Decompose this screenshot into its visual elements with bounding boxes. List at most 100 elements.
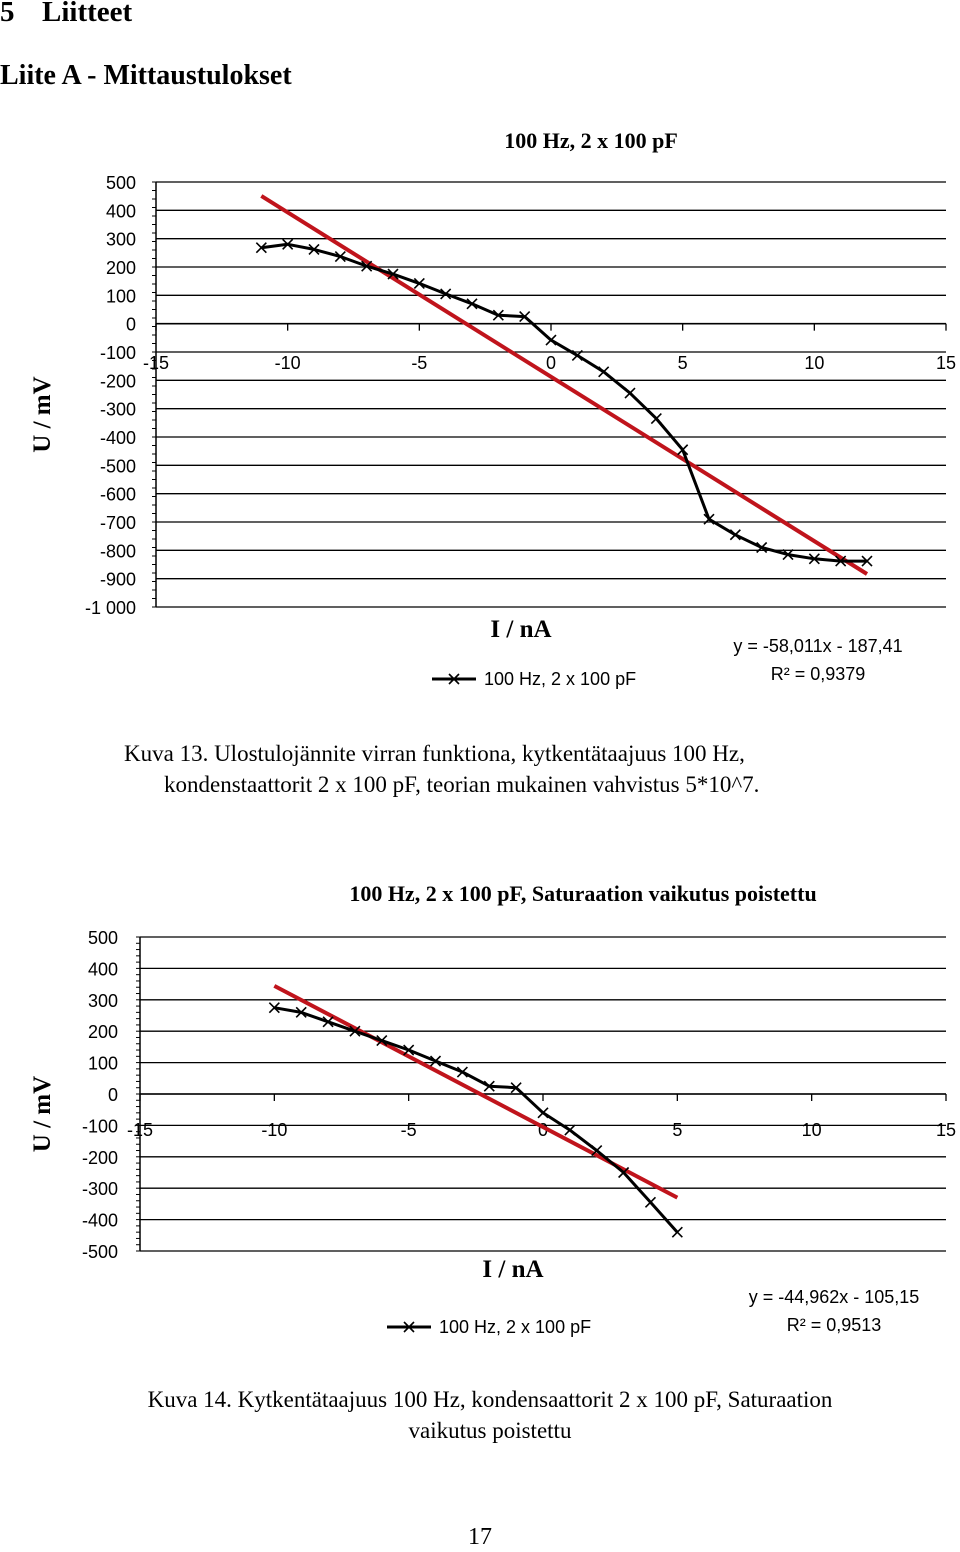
chart-2: 100 Hz, 2 x 100 pF, Saturaation vaikutus…: [29, 881, 956, 1337]
trendline: [260, 194, 869, 576]
y-tick-label: 100: [106, 286, 136, 306]
data-point-marker: [334, 250, 346, 263]
data-point-marker: [537, 1107, 549, 1119]
data-point-marker: [808, 553, 820, 565]
x-tick-label: -5: [411, 353, 427, 373]
y-tick-label: 200: [88, 1022, 118, 1042]
y-tick-label: -500: [82, 1242, 118, 1262]
data-point-marker: [598, 366, 610, 378]
y-tick-label: 0: [126, 315, 136, 335]
legend-label: 100 Hz, 2 x 100 pF: [439, 1317, 591, 1337]
legend-marker: [403, 1321, 415, 1333]
y-tick-label: 400: [88, 959, 118, 979]
y-tick-label: -600: [100, 485, 136, 505]
y-tick-label: 200: [106, 258, 136, 278]
data-point-marker: [545, 334, 557, 346]
data-point-marker: [519, 311, 531, 323]
y-tick-label: -700: [100, 513, 136, 533]
x-tick-label: -15: [127, 1120, 153, 1140]
data-point-marker: [349, 1025, 361, 1037]
x-tick-label: 15: [936, 1120, 956, 1140]
data-point-marker: [387, 268, 399, 280]
data-point-marker: [756, 541, 768, 554]
y-tick-label: -1 000: [85, 598, 136, 618]
data-point-marker: [483, 1080, 495, 1092]
page-number: 17: [468, 1524, 492, 1550]
legend-label: 100 Hz, 2 x 100 pF: [484, 669, 636, 689]
data-point-marker: [861, 555, 873, 567]
y-axis-title: U / mV: [29, 1076, 56, 1152]
data-point-marker: [618, 1166, 630, 1179]
trendline-equation: y = -44,962x - 105,15: [749, 1287, 920, 1307]
figure-caption-2: Kuva 14. Kytkentätaajuus 100 Hz, kondens…: [60, 1384, 920, 1446]
data-point-marker: [268, 1002, 280, 1014]
y-tick-label: -900: [100, 570, 136, 590]
data-point-marker: [591, 1144, 603, 1157]
y-tick-label: -400: [82, 1211, 118, 1231]
data-point-marker: [413, 277, 425, 289]
y-tick-label: 100: [88, 1054, 118, 1074]
legend-marker: [448, 673, 460, 685]
data-point-marker: [376, 1035, 388, 1047]
data-point-marker: [322, 1016, 334, 1028]
x-tick-label: 15: [936, 353, 956, 373]
series-line: [261, 242, 867, 563]
x-tick-label: 10: [804, 353, 824, 373]
chart-title: 100 Hz, 2 x 100 pF: [504, 128, 678, 153]
x-tick-label: 0: [546, 353, 556, 373]
x-axis-title: I / nA: [490, 616, 551, 643]
data-point-marker: [429, 1055, 442, 1067]
data-point-marker: [703, 513, 715, 525]
section-number: 5: [0, 0, 15, 28]
caption-2-line2: vaikutus poistettu: [408, 1418, 572, 1443]
y-axis-title: U / mV: [29, 376, 56, 452]
trendline-r2: R² = 0,9379: [771, 664, 866, 684]
data-point-marker: [255, 242, 267, 254]
y-tick-label: 400: [106, 201, 136, 221]
x-tick-label: -5: [401, 1120, 417, 1140]
data-point-marker: [308, 243, 320, 255]
caption-2-line1: Kuva 14. Kytkentätaajuus 100 Hz, kondens…: [147, 1387, 833, 1412]
y-tick-label: -200: [100, 371, 136, 391]
x-tick-label: 10: [802, 1120, 822, 1140]
section-heading: 5 Liitteet: [0, 0, 132, 29]
data-point-marker: [282, 238, 294, 250]
y-tick-label: -500: [100, 456, 136, 476]
y-tick-label: -300: [100, 400, 136, 420]
data-point-marker: [361, 260, 373, 272]
y-tick-label: -100: [82, 1116, 118, 1136]
y-tick-label: 500: [106, 173, 136, 193]
y-tick-label: -100: [100, 343, 136, 363]
data-point-marker: [295, 1006, 307, 1018]
data-point-marker: [403, 1044, 415, 1056]
figure-caption-1: Kuva 13. Ulostulojännite virran funktion…: [124, 738, 904, 800]
x-tick-label: -10: [261, 1120, 287, 1140]
y-tick-label: -800: [100, 541, 136, 561]
y-tick-label: 500: [88, 928, 118, 948]
x-tick-label: 5: [678, 353, 688, 373]
data-point-marker: [510, 1082, 522, 1094]
chart-1: 100 Hz, 2 x 100 pF5004003002001000-100-2…: [29, 128, 956, 689]
trendline-equation: y = -58,011x - 187,41: [733, 636, 902, 656]
data-point-marker: [835, 555, 847, 567]
y-tick-label: 0: [108, 1085, 118, 1105]
x-tick-label: 5: [672, 1120, 682, 1140]
y-tick-label: -400: [100, 428, 136, 448]
data-point-marker: [456, 1066, 468, 1078]
data-point-marker: [466, 298, 478, 310]
data-point-marker: [571, 349, 583, 361]
x-axis-title: I / nA: [482, 1256, 543, 1283]
series-line: [274, 1006, 679, 1234]
chart-title: 100 Hz, 2 x 100 pF, Saturaation vaikutus…: [349, 881, 816, 906]
section-title: Liitteet: [42, 0, 133, 28]
data-point-marker: [729, 529, 741, 541]
y-tick-label: -300: [82, 1179, 118, 1199]
y-tick-label: 300: [106, 230, 136, 250]
trendline-r2: R² = 0,9513: [787, 1315, 882, 1335]
appendix-title: Liite A - Mittaustulokset: [0, 60, 292, 91]
x-tick-label: -15: [143, 353, 169, 373]
caption-1-line2: kondenstaattorit 2 x 100 pF, teorian muk…: [164, 772, 760, 797]
y-tick-label: -200: [82, 1148, 118, 1168]
x-tick-label: 0: [538, 1120, 548, 1140]
data-point-marker: [624, 387, 636, 399]
